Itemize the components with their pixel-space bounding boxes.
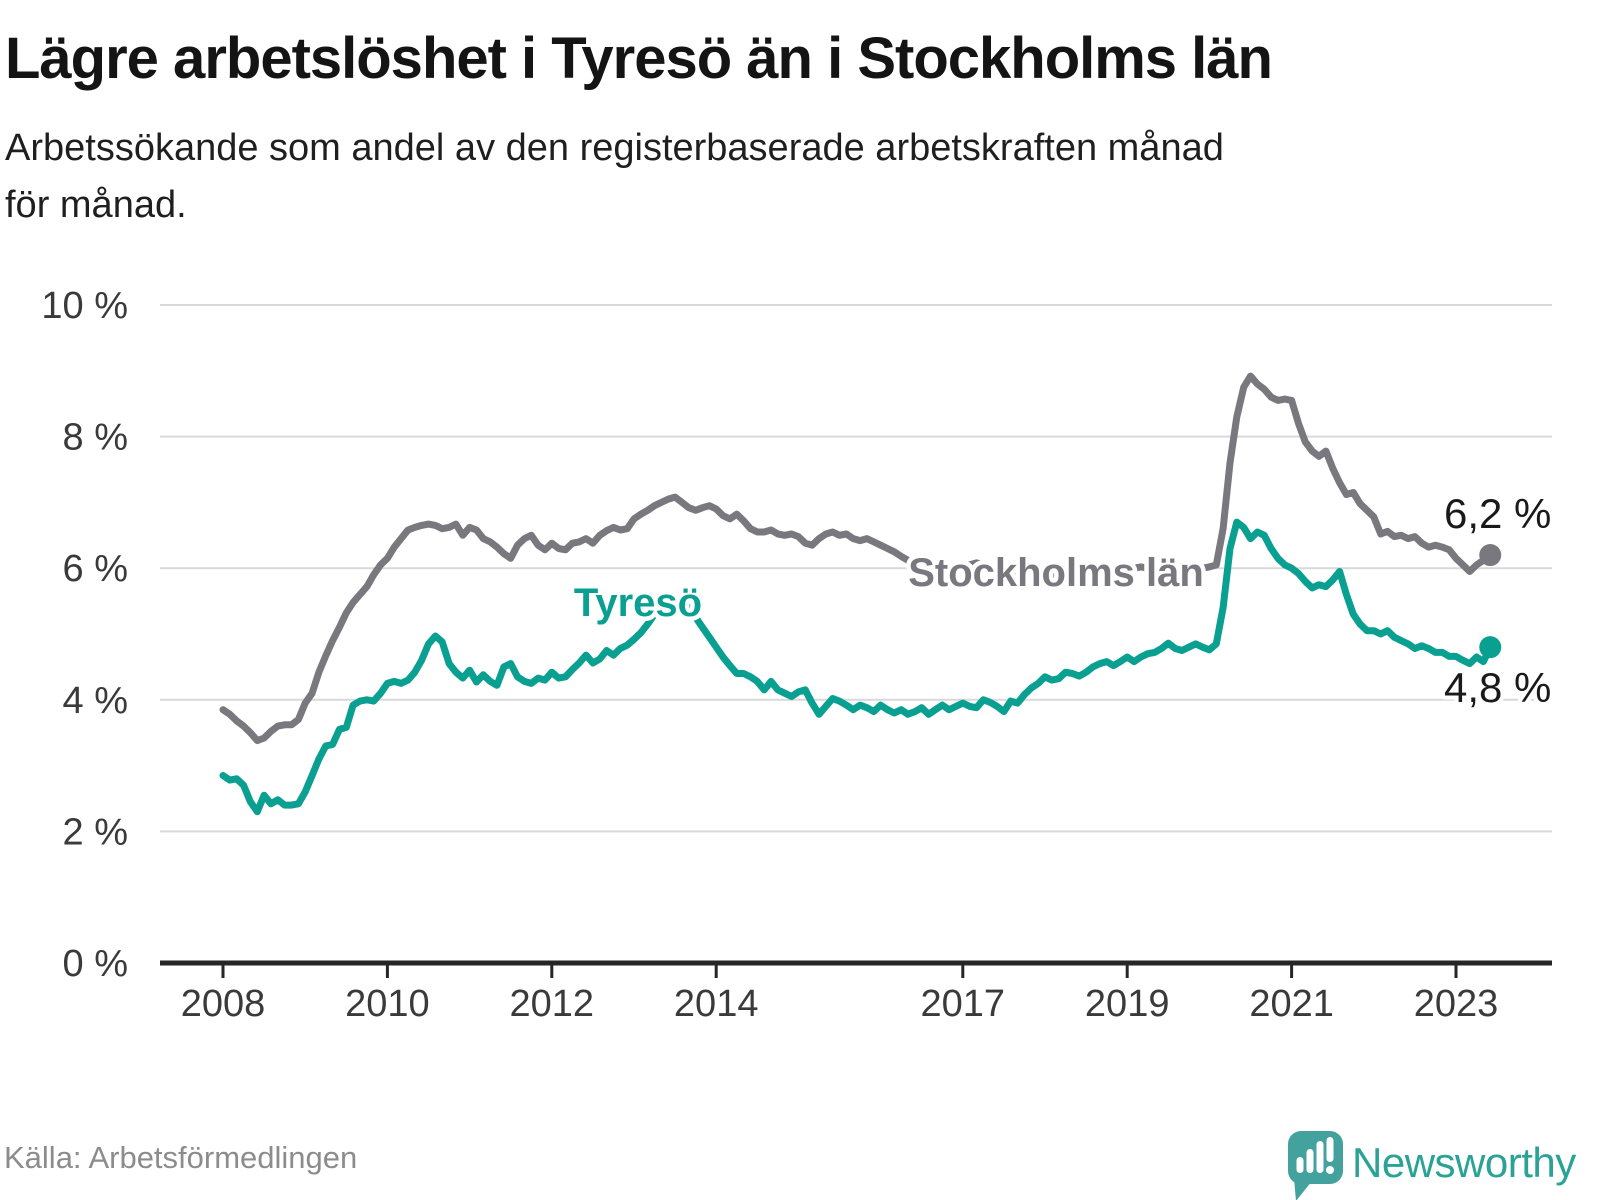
newsworthy-logo-icon — [1288, 1131, 1343, 1200]
y-axis-labels: 10 % 8 % 6 % 4 % 2 % 0 % — [41, 285, 128, 985]
logo-exclamation-dot — [1326, 1166, 1334, 1174]
y-tick-label-8: 8 % — [63, 417, 128, 459]
line-series-0 — [219, 372, 1494, 745]
y-tick-label-4: 4 % — [63, 680, 128, 722]
brand-wordmark: Newsworthy — [1352, 1139, 1576, 1186]
end-value-label-0: 6,2 % — [1444, 490, 1551, 537]
x-tick-label-2010: 2010 — [345, 983, 430, 1025]
line-series-1 — [219, 518, 1494, 816]
logo-exclamation-bar — [1326, 1137, 1334, 1162]
chart-subtitle-line1: Arbetssökande som andel av den registerb… — [5, 127, 1224, 169]
x-tick-label-2019: 2019 — [1085, 983, 1170, 1025]
series-labels: Stockholms län Tyresö — [569, 547, 1208, 630]
logo-bar-tall — [1316, 1141, 1324, 1173]
y-tick-label-6: 6 % — [63, 548, 128, 590]
source-note: Källa: Arbetsförmedlingen — [4, 1140, 357, 1175]
page-title: Lägre arbetslöshet i Tyresö än i Stockho… — [5, 26, 1272, 91]
x-tick-label-2021: 2021 — [1249, 983, 1334, 1025]
end-dot-1 — [1479, 636, 1502, 659]
end-dot-0 — [1479, 544, 1502, 567]
end-value-label-1: 4,8 % — [1444, 664, 1551, 711]
x-axis: 2008 2010 2012 2014 2017 2019 2021 2023 — [160, 960, 1552, 1025]
x-tick-label-2023: 2023 — [1414, 983, 1499, 1025]
logo-bubble — [1288, 1131, 1343, 1184]
x-tick-label-2008: 2008 — [181, 983, 266, 1025]
y-tick-label-10: 10 % — [41, 285, 128, 327]
y-tick-label-0: 0 % — [63, 943, 128, 985]
gridlines — [160, 304, 1552, 833]
series-end-dots — [1479, 544, 1502, 659]
series-label-0: Stockholms län — [908, 551, 1204, 595]
logo-bar-medium — [1306, 1149, 1314, 1173]
x-tick-label-2017: 2017 — [921, 983, 1006, 1025]
chart-subtitle-line2: för månad. — [5, 184, 187, 226]
series-end-value-labels: 6,2 % 4,8 % — [1440, 486, 1555, 715]
series-label-1: Tyresö — [574, 581, 702, 625]
x-tick-label-2012: 2012 — [510, 983, 595, 1025]
x-tick-label-2014: 2014 — [674, 983, 759, 1025]
logo-bar-short — [1296, 1157, 1304, 1173]
y-tick-label-2: 2 % — [63, 811, 128, 853]
series-lines — [219, 372, 1494, 816]
